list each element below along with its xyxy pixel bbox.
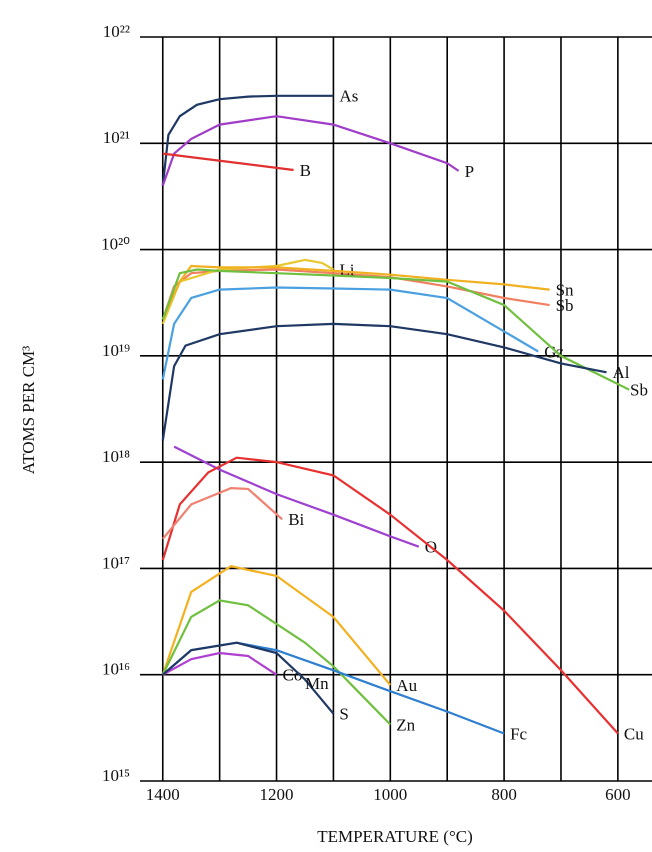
series-line — [162, 152, 294, 172]
x-tick-label: 1000 — [373, 785, 407, 804]
series-label: Li — [339, 260, 354, 279]
series-label: Sb — [556, 296, 574, 315]
series-label: S — [339, 705, 348, 724]
y-tick-label: 10¹⁹ — [102, 341, 130, 360]
annotation: Mn — [305, 674, 329, 693]
series-line — [161, 115, 460, 186]
series-label: As — [339, 87, 358, 106]
y-tick-label: 10²² — [103, 22, 130, 41]
x-tick-label: 1400 — [146, 785, 180, 804]
series-line — [161, 486, 283, 540]
series-label: Sb — [630, 381, 648, 400]
series-label: B — [300, 161, 311, 180]
series-line — [173, 445, 420, 548]
series-label: Fc — [510, 724, 527, 743]
series-label: Zn — [396, 715, 415, 734]
series-label: Cu — [624, 724, 644, 743]
y-tick-label: 10¹⁶ — [102, 660, 130, 679]
series-line — [161, 286, 539, 380]
series-line — [162, 641, 335, 715]
series-line — [161, 268, 630, 391]
y-tick-label: 10¹⁷ — [102, 553, 130, 572]
series-label: Bi — [288, 510, 304, 529]
series-label: Gz — [544, 342, 564, 361]
series-label: Al — [612, 363, 629, 382]
y-tick-label: 10¹⁸ — [102, 447, 130, 466]
series-label: Co — [283, 666, 303, 685]
x-tick-label: 1200 — [260, 785, 294, 804]
y-tick-label: 10¹⁵ — [102, 766, 130, 785]
series-line — [161, 322, 607, 441]
y-tick-label: 10²⁰ — [101, 234, 130, 253]
x-tick-label: 800 — [491, 785, 517, 804]
series-line — [161, 264, 550, 320]
series-line — [161, 94, 334, 186]
series-label: Au — [396, 676, 417, 695]
series-line — [161, 456, 619, 735]
y-axis-title: ATOMS PER CM³ — [19, 346, 38, 475]
y-tick-label: 10²¹ — [103, 128, 130, 147]
x-axis-title: TEMPERATURE (°C) — [317, 827, 473, 846]
series-line — [162, 651, 278, 676]
series-label: Sn — [556, 281, 574, 300]
series-line — [161, 565, 392, 686]
x-tick-label: 600 — [605, 785, 631, 804]
series-label: P — [465, 162, 474, 181]
series-line — [161, 599, 392, 726]
